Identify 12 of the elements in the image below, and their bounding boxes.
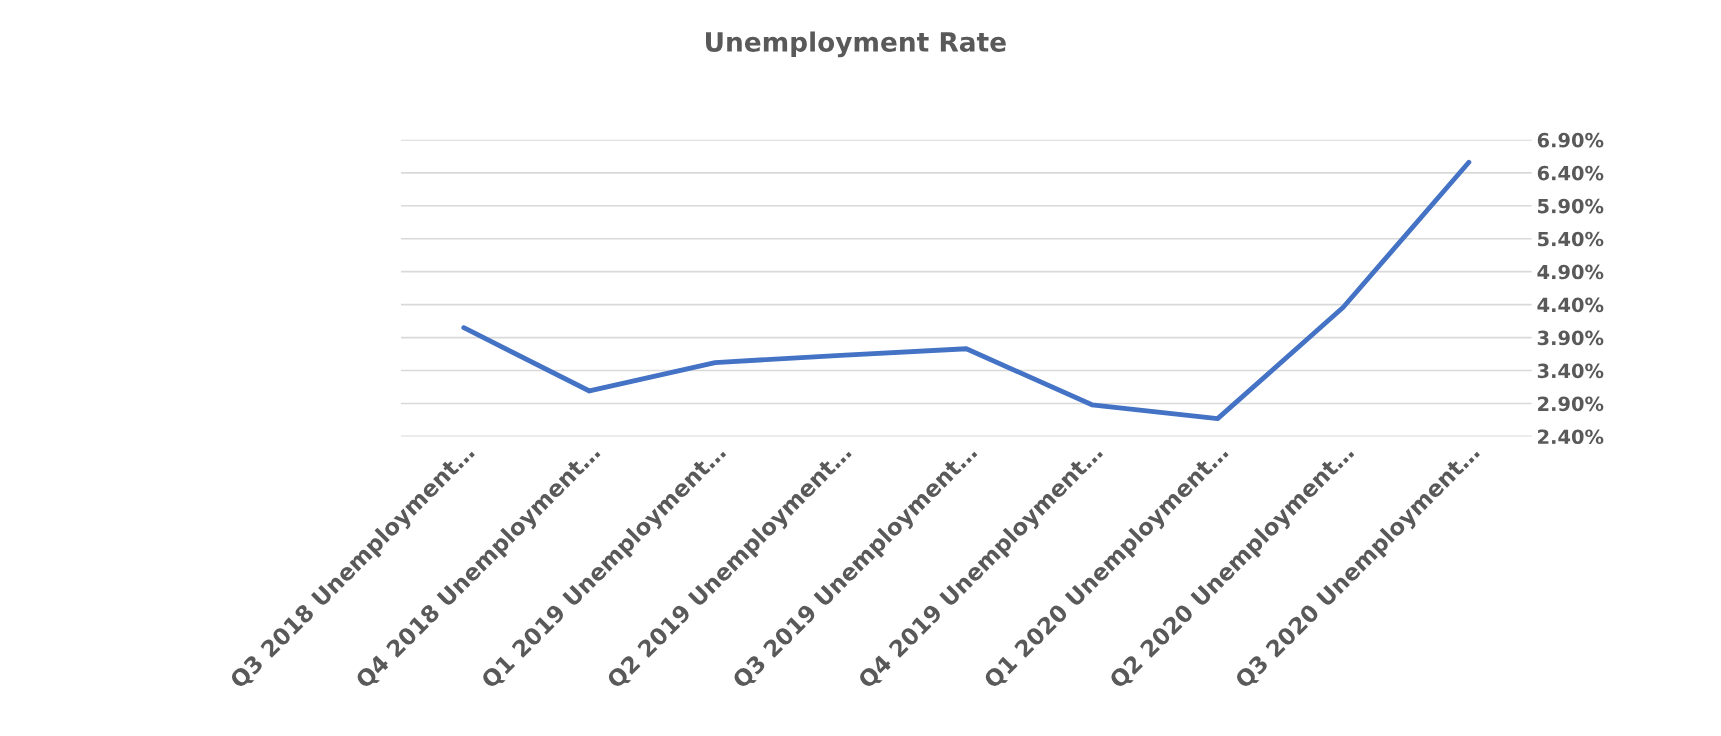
y-tick-label: 4.90%	[1537, 264, 1604, 280]
line-series	[461, 159, 1472, 422]
y-tick-label: 3.90%	[1537, 330, 1604, 346]
y-tick-label: 2.40%	[1538, 429, 1604, 445]
y-tick-label: 6.40%	[1537, 165, 1604, 181]
y-tick-label: 5.40%	[1538, 231, 1604, 247]
y-tick-label: 4.40%	[1537, 297, 1604, 313]
y-tick-label: 3.40%	[1537, 363, 1604, 379]
y-tick-label: 5.90%	[1538, 198, 1604, 214]
y-tick-label: 2.90%	[1538, 396, 1604, 412]
chart-title: Unemployment Rate	[706, 31, 1006, 58]
y-tick-label: 6.90%	[1537, 132, 1604, 148]
